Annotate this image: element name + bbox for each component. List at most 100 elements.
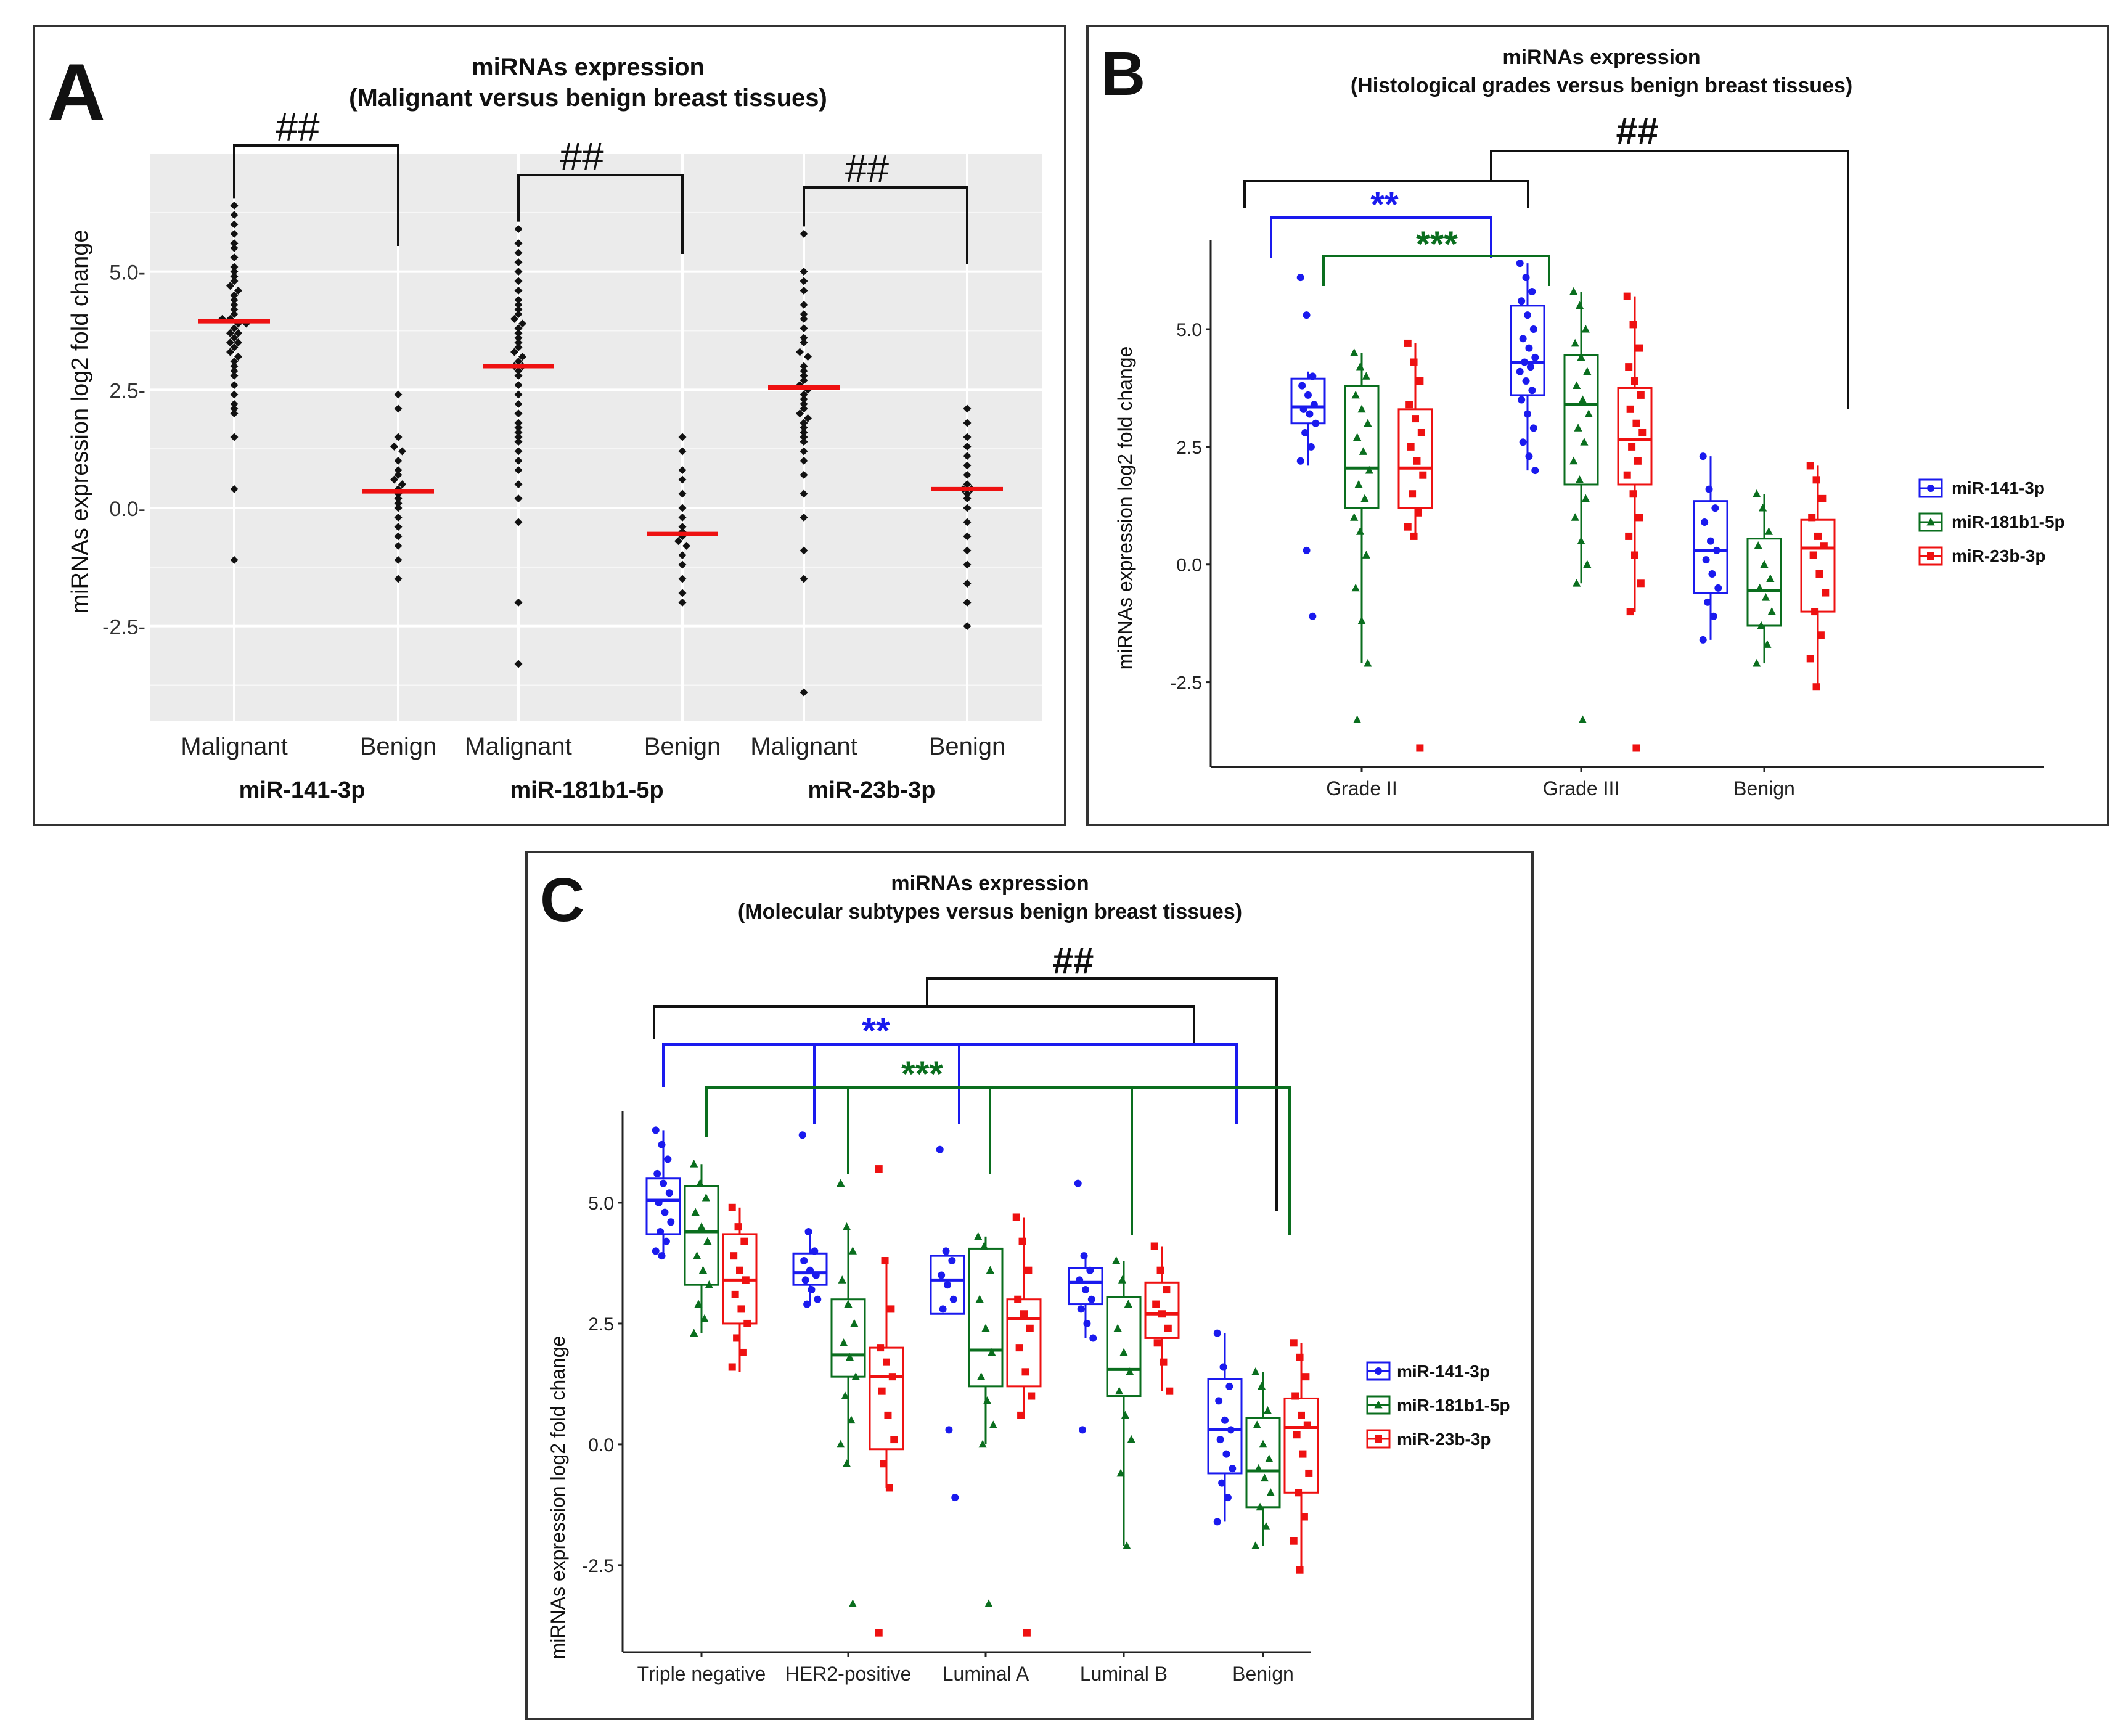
data-point bbox=[1519, 438, 1527, 446]
legend-key-marker bbox=[1375, 1367, 1382, 1375]
y-axis-label: miRNAs expression log2 fold change bbox=[67, 229, 93, 613]
data-point bbox=[394, 555, 403, 564]
data-point bbox=[514, 390, 523, 399]
data-point bbox=[1753, 489, 1761, 497]
data-point bbox=[226, 348, 234, 356]
data-point bbox=[847, 1415, 856, 1424]
data-point bbox=[1767, 607, 1776, 615]
significance-label: ** bbox=[1370, 185, 1399, 225]
data-point bbox=[1815, 570, 1823, 578]
data-point bbox=[743, 1319, 751, 1327]
data-point bbox=[1082, 1286, 1089, 1294]
data-point bbox=[230, 409, 239, 418]
legend-key-marker bbox=[1374, 1400, 1383, 1409]
data-point bbox=[963, 560, 972, 569]
data-point bbox=[658, 1140, 666, 1148]
data-point bbox=[230, 485, 239, 493]
panel-letter: B bbox=[1101, 39, 1145, 108]
data-point bbox=[1519, 335, 1527, 343]
data-point bbox=[1253, 1420, 1261, 1428]
data-point bbox=[974, 1232, 983, 1240]
data-point bbox=[848, 1599, 857, 1608]
data-point bbox=[394, 390, 403, 399]
data-point bbox=[738, 1348, 747, 1356]
data-point bbox=[963, 433, 972, 441]
data-point bbox=[653, 1169, 661, 1177]
data-point bbox=[230, 272, 239, 280]
data-point bbox=[1295, 1489, 1303, 1497]
data-point bbox=[1158, 1310, 1166, 1318]
significance-label: ## bbox=[560, 134, 604, 179]
legend-key-marker bbox=[1927, 552, 1934, 560]
data-point bbox=[883, 1358, 890, 1366]
data-point bbox=[1116, 1468, 1125, 1477]
data-point bbox=[841, 1391, 849, 1399]
data-point bbox=[1224, 1494, 1232, 1502]
data-point bbox=[837, 1179, 845, 1187]
data-point bbox=[394, 494, 403, 503]
data-point bbox=[230, 367, 239, 375]
y-tick-label: -2.5- bbox=[102, 616, 145, 639]
data-point bbox=[691, 1208, 700, 1216]
data-point bbox=[695, 1179, 705, 1187]
data-point bbox=[800, 367, 808, 375]
data-point bbox=[678, 551, 687, 560]
data-point bbox=[1584, 409, 1593, 417]
data-point bbox=[878, 1387, 886, 1395]
data-point bbox=[1290, 1537, 1298, 1545]
data-point bbox=[1089, 1334, 1097, 1342]
y-tick-label: 5.0- bbox=[109, 261, 145, 285]
data-point bbox=[1079, 1426, 1087, 1434]
data-point bbox=[804, 1227, 812, 1235]
data-point bbox=[800, 456, 808, 465]
data-point bbox=[226, 314, 234, 323]
data-point bbox=[800, 404, 808, 413]
x-tick-label: Malignant bbox=[750, 733, 857, 760]
data-point bbox=[800, 338, 808, 347]
data-point bbox=[230, 305, 239, 314]
data-point bbox=[1014, 1295, 1022, 1303]
data-point bbox=[390, 475, 398, 484]
data-point bbox=[1529, 326, 1537, 334]
data-point bbox=[226, 282, 234, 290]
data-point bbox=[660, 1179, 667, 1187]
data-point bbox=[514, 268, 523, 276]
data-point bbox=[1227, 1426, 1235, 1434]
data-point bbox=[1583, 560, 1592, 568]
data-point bbox=[678, 513, 687, 522]
significance-bracket bbox=[662, 1043, 1238, 1124]
data-point bbox=[230, 433, 239, 441]
data-point bbox=[1763, 640, 1772, 648]
data-point bbox=[800, 390, 808, 399]
x-tick-label: Triple negative bbox=[637, 1663, 766, 1685]
data-point bbox=[230, 263, 239, 271]
data-point bbox=[1216, 1436, 1224, 1444]
data-point bbox=[514, 419, 523, 427]
chart-subtitle: (Molecular subtypes versus benign breast… bbox=[738, 900, 1242, 923]
significance-bracket bbox=[1243, 150, 1849, 409]
data-point bbox=[1303, 311, 1311, 319]
data-point bbox=[875, 1165, 883, 1173]
data-point bbox=[1817, 631, 1825, 639]
data-point bbox=[1814, 532, 1822, 540]
data-point bbox=[665, 1189, 673, 1197]
data-point bbox=[1266, 1488, 1275, 1496]
y-tick-label: 2.5- bbox=[109, 379, 145, 403]
data-point bbox=[690, 1329, 698, 1337]
data-point bbox=[1310, 401, 1318, 409]
data-point bbox=[1251, 1541, 1260, 1549]
data-point bbox=[800, 428, 808, 436]
data-point bbox=[1405, 401, 1413, 409]
data-point bbox=[394, 504, 403, 512]
data-point bbox=[1350, 348, 1359, 356]
data-point bbox=[1256, 1502, 1264, 1511]
data-point bbox=[1303, 1421, 1311, 1429]
data-point bbox=[1364, 658, 1372, 667]
data-point bbox=[1707, 537, 1714, 545]
data-point bbox=[1764, 527, 1773, 535]
data-point bbox=[390, 442, 398, 451]
data-point bbox=[963, 622, 972, 631]
data-point bbox=[963, 489, 972, 498]
data-point bbox=[394, 541, 403, 550]
data-point bbox=[837, 1439, 845, 1448]
